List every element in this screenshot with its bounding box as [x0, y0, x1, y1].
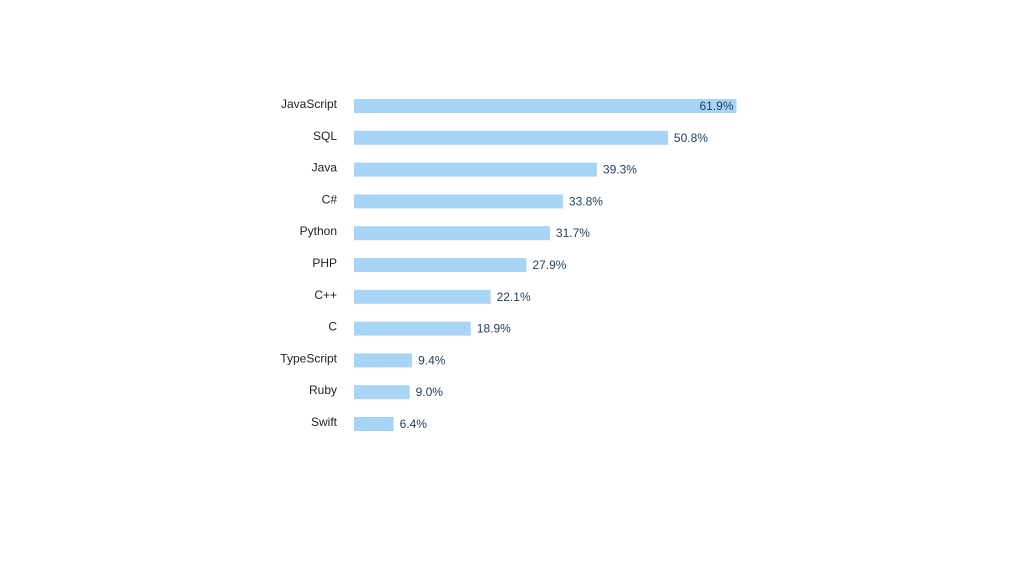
category-label: TypeScript	[280, 351, 337, 365]
category-label: Java	[312, 161, 338, 175]
bar-javascript	[354, 99, 737, 113]
category-label: C	[328, 320, 337, 334]
category-label: C++	[314, 288, 337, 302]
value-label: 39.3%	[603, 163, 637, 177]
bar-c	[354, 321, 471, 336]
value-label: 27.9%	[532, 258, 566, 272]
category-label: Python	[300, 224, 337, 238]
bar-csharp	[354, 194, 563, 209]
bar-sql	[354, 130, 668, 145]
bar-python	[354, 226, 550, 241]
value-label: 33.8%	[569, 194, 603, 208]
bars-group	[354, 99, 737, 431]
value-label: 31.7%	[556, 226, 590, 240]
value-label: 22.1%	[497, 290, 531, 304]
category-label: C#	[322, 192, 338, 206]
bar-typescript	[354, 353, 413, 368]
value-label: 9.4%	[418, 353, 446, 367]
bar-java	[354, 162, 597, 177]
value-label: 6.4%	[400, 417, 428, 431]
category-label: Swift	[311, 415, 338, 429]
category-label: JavaScript	[281, 97, 338, 111]
bar-cplusplus	[354, 289, 491, 304]
category-label: SQL	[313, 129, 337, 143]
value-labels-group: 61.9% 50.8% 39.3% 33.8% 31.7% 27.9% 22.1% 18.9%…	[400, 99, 734, 431]
bar-swift	[354, 417, 394, 431]
value-label: 61.9%	[699, 99, 733, 113]
value-label: 18.9%	[477, 322, 511, 336]
category-labels-group: JavaScript SQL Java C# Python PHP C++ C TypeScri…	[280, 97, 337, 429]
bar-ruby	[354, 385, 410, 400]
category-label: Ruby	[309, 383, 337, 397]
value-label: 50.8%	[674, 131, 708, 145]
bar-php	[354, 258, 527, 272]
category-label: PHP	[312, 256, 337, 270]
value-label: 9.0%	[416, 385, 444, 399]
